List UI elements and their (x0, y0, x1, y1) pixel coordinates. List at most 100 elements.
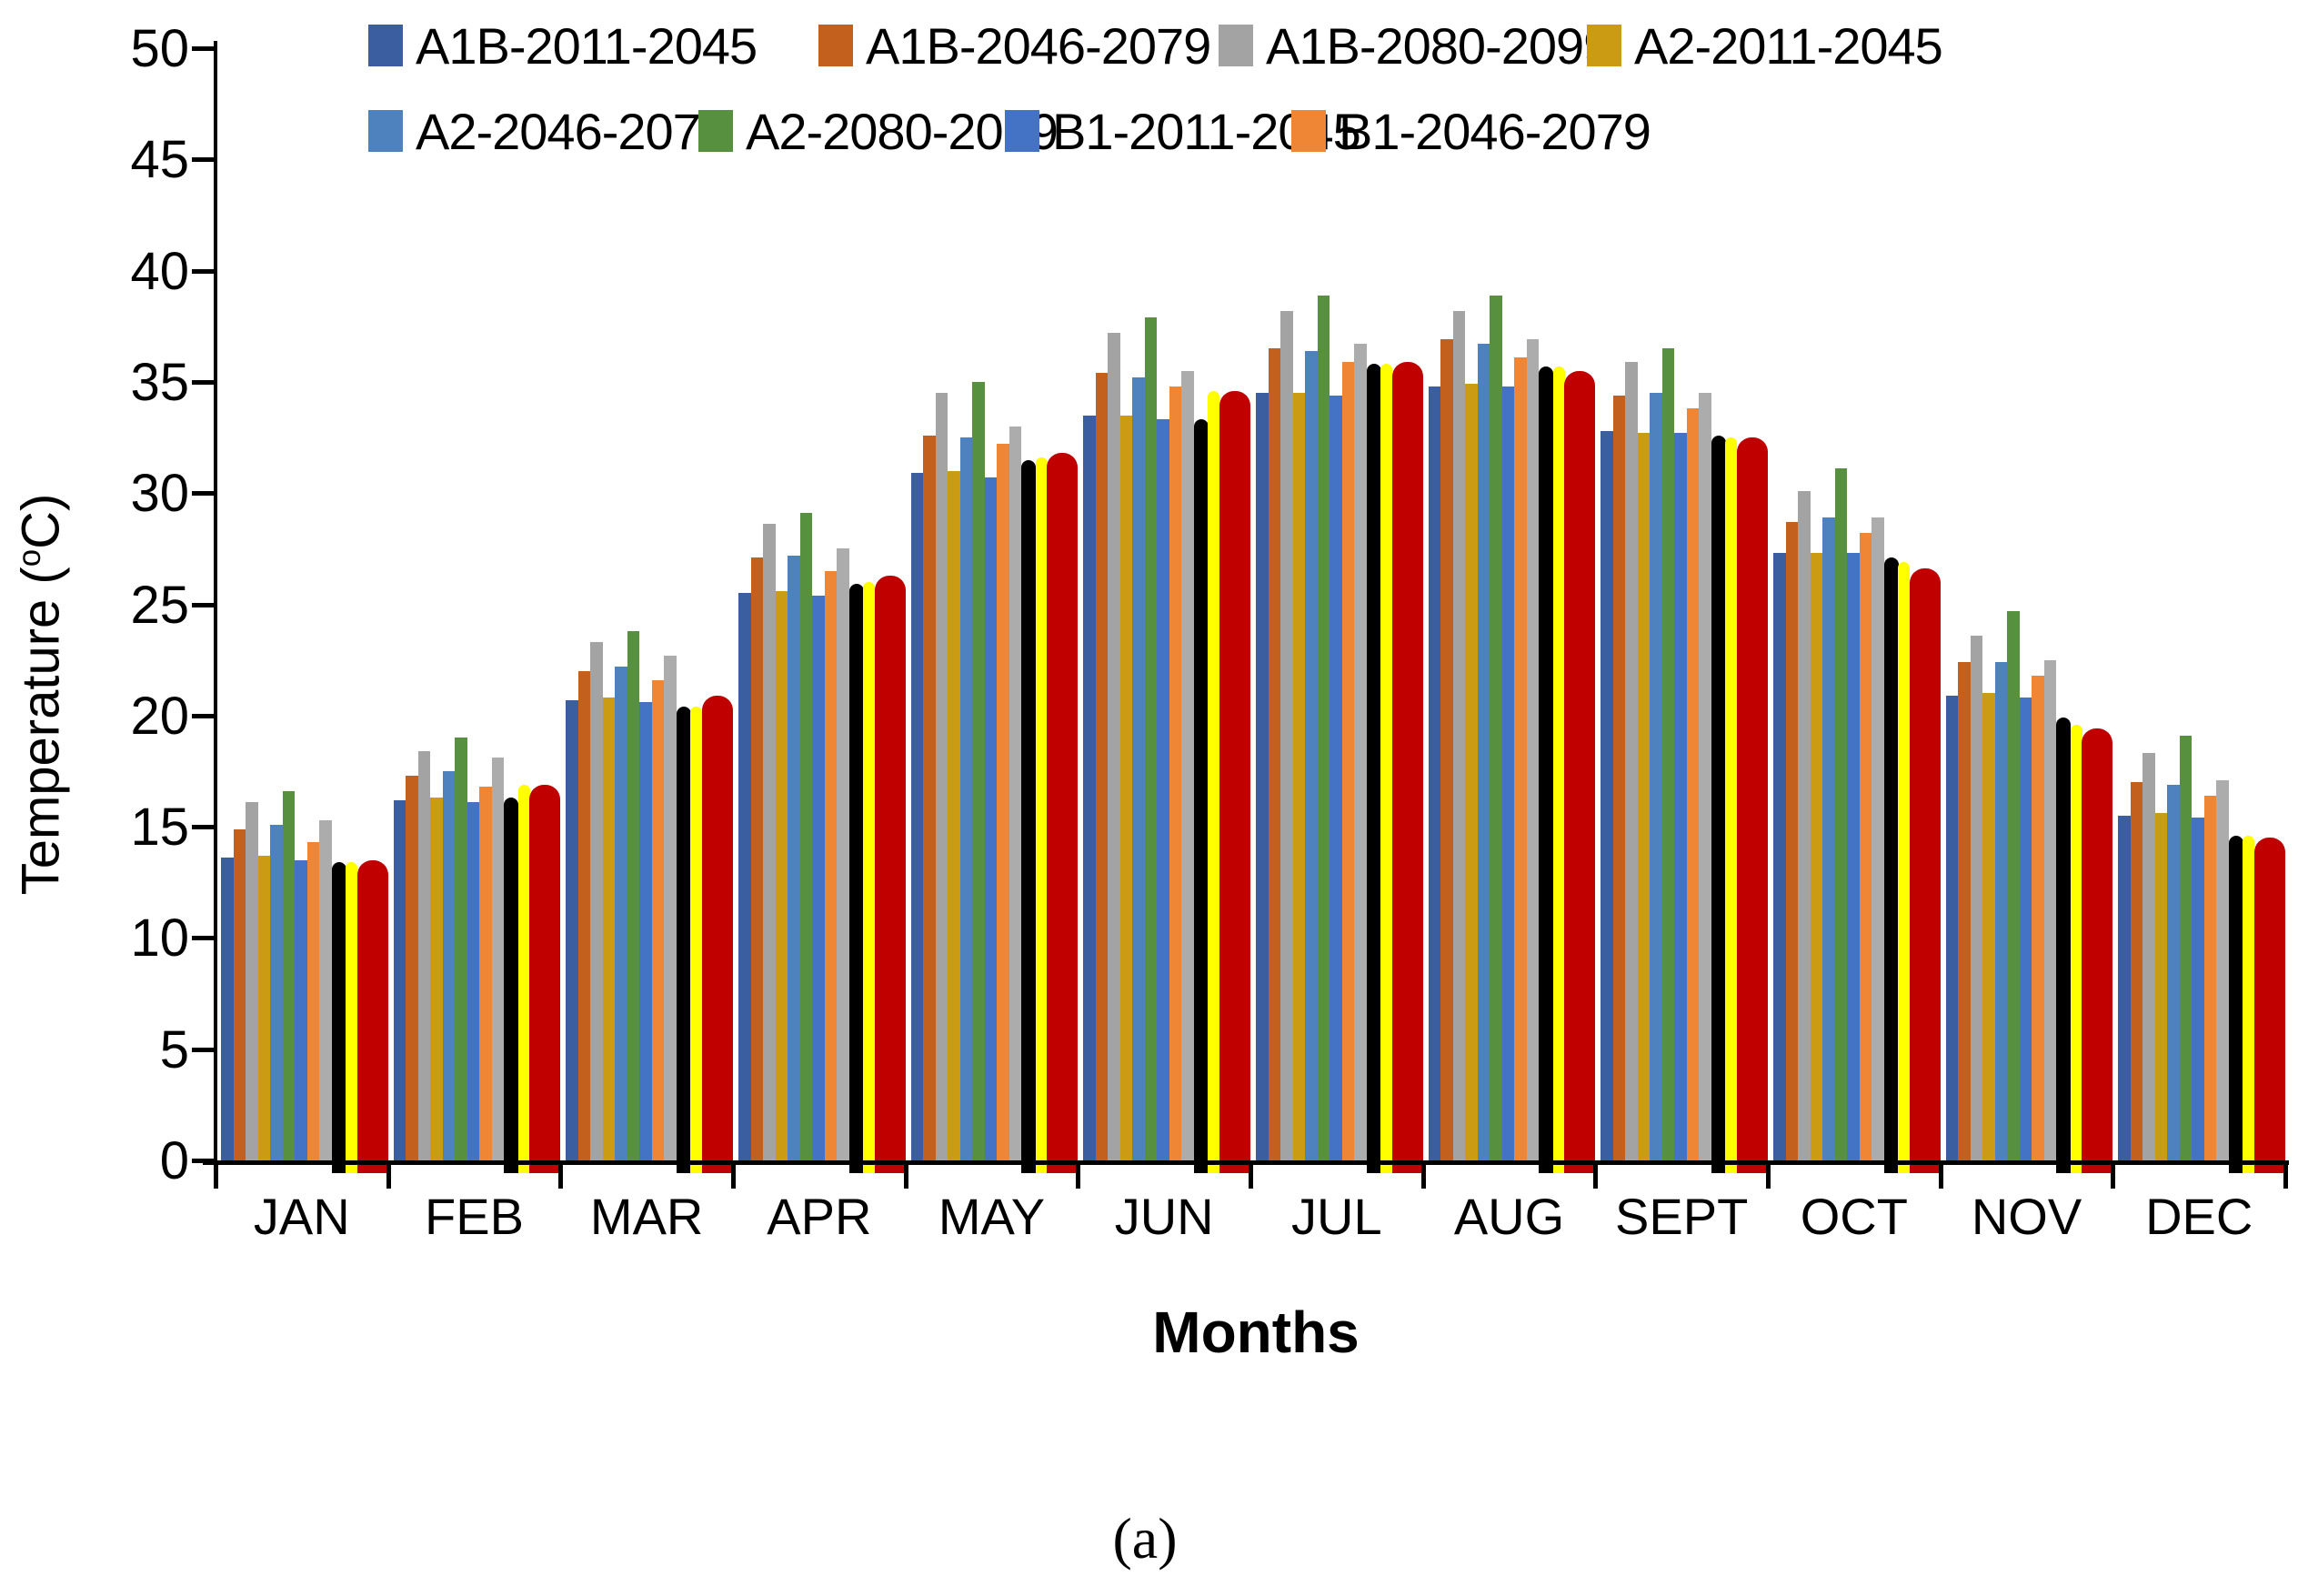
bar-a2-2046-2079-mar (615, 667, 627, 1160)
legend-swatch-a1b-2046-2079 (818, 25, 853, 66)
bar-a2-2046-2079-oct (1822, 517, 1835, 1160)
bar-b1-2011-2045-may (984, 477, 998, 1160)
bar-unlabeled-yellow-sept (1725, 437, 1738, 1173)
bar-unlabeled-red-aug (1564, 371, 1596, 1173)
bar-unlabeled-gray-jul (1354, 344, 1367, 1160)
bar-a2-2011-2045-dec (2154, 813, 2168, 1160)
month-label-may: MAY (938, 1188, 1046, 1245)
legend-swatch-a2-2080-2099 (698, 110, 733, 152)
bar-unlabeled-gray-oct (1872, 517, 1884, 1160)
bar-unlabeled-yellow-nov (2070, 725, 2082, 1173)
bar-unlabeled-gray-may (1009, 427, 1022, 1160)
bar-a2-2011-2045-jul (1292, 393, 1306, 1160)
legend-item-a2-2080-2099: A2-2080-2099 (698, 102, 1059, 160)
x-tick (2111, 1165, 2116, 1189)
bar-a2-2046-2079-dec (2167, 785, 2180, 1160)
y-tick-label: 35 (130, 352, 189, 412)
legend-swatch-a1b-2080-2099 (1219, 25, 1253, 66)
y-tick (192, 936, 216, 941)
bar-a1b-2011-2045-aug (1428, 386, 1441, 1160)
bar-unlabeled-black-aug (1539, 366, 1554, 1173)
bar-unlabeled-yellow-oct (1898, 562, 1911, 1173)
legend-label: B1-2046-2079 (1339, 102, 1651, 160)
x-tick (1076, 1165, 1081, 1189)
y-tick-label: 45 (130, 130, 189, 190)
bar-b1-2046-2079-oct (1859, 533, 1872, 1160)
bar-unlabeled-yellow-aug (1552, 366, 1565, 1173)
bar-a2-2080-2099-jan (282, 791, 295, 1160)
bar-a2-2046-2079-nov (1994, 662, 2008, 1160)
bar-a1b-2046-2079-nov (1958, 662, 1971, 1160)
bar-b1-2046-2079-apr (824, 571, 837, 1160)
y-tick (192, 825, 216, 830)
bar-a1b-2080-2099-mar (590, 642, 603, 1160)
bar-unlabeled-gray-mar (664, 656, 677, 1160)
bar-a1b-2080-2099-jan (246, 802, 258, 1160)
bar-unlabeled-black-dec (2228, 836, 2243, 1173)
x-tick (903, 1165, 908, 1189)
bar-unlabeled-red-nov (2082, 728, 2113, 1173)
legend-swatch-a2-2011-2045 (1587, 25, 1621, 66)
legend-item-a1b-2046-2079: A1B-2046-2079 (818, 16, 1211, 75)
bar-a1b-2011-2045-jun (1083, 416, 1096, 1160)
bar-unlabeled-black-jan (331, 862, 346, 1173)
bar-unlabeled-yellow-dec (2243, 836, 2255, 1173)
bar-unlabeled-gray-jan (319, 820, 332, 1160)
bar-a2-2046-2079-jan (270, 825, 283, 1160)
bar-a1b-2080-2099-dec (2142, 753, 2155, 1160)
bar-unlabeled-gray-dec (2216, 780, 2229, 1160)
bar-b1-2011-2045-dec (2192, 818, 2204, 1160)
bar-a2-2046-2079-may (959, 437, 973, 1160)
bar-a1b-2080-2099-nov (1970, 636, 1983, 1160)
bar-a2-2011-2045-mar (602, 698, 616, 1160)
month-label-mar: MAR (589, 1188, 704, 1245)
month-label-dec: DEC (2145, 1188, 2253, 1245)
bar-b1-2011-2045-sept (1674, 433, 1687, 1160)
bar-a1b-2011-2045-dec (2118, 816, 2131, 1160)
legend-item-a1b-2080-2099: A1B-2080-2099 (1219, 16, 1611, 75)
bar-unlabeled-gray-nov (2043, 660, 2057, 1160)
bar-unlabeled-red-jan (356, 860, 388, 1173)
legend-swatch-b1-2011-2045 (1005, 110, 1039, 152)
bar-unlabeled-red-may (1047, 453, 1079, 1173)
legend-label: A1B-2080-2099 (1266, 16, 1611, 75)
bar-a1b-2080-2099-aug (1452, 311, 1466, 1160)
legend-item-b1-2046-2079: B1-2046-2079 (1291, 102, 1651, 160)
bar-a2-2011-2045-aug (1465, 384, 1478, 1160)
y-tick (192, 1159, 216, 1163)
y-tick-label: 15 (130, 798, 189, 858)
y-tick (192, 602, 216, 607)
bar-unlabeled-black-nov (2056, 718, 2072, 1173)
bar-unlabeled-yellow-may (1035, 457, 1048, 1173)
bar-unlabeled-yellow-jun (1208, 391, 1220, 1173)
y-tick-label: 20 (130, 686, 189, 746)
bar-unlabeled-black-may (1021, 460, 1037, 1173)
bar-b1-2046-2079-jan (306, 842, 319, 1160)
bar-b1-2046-2079-aug (1514, 357, 1527, 1160)
legend-label: A2-2046-2079 (416, 102, 728, 160)
bar-a1b-2046-2079-dec (2130, 782, 2143, 1160)
bar-unlabeled-red-apr (874, 576, 906, 1173)
legend-swatch-a1b-2011-2045 (368, 25, 403, 66)
bar-b1-2046-2079-dec (2203, 796, 2217, 1160)
month-label-feb: FEB (425, 1188, 524, 1245)
bar-a2-2080-2099-sept (1661, 348, 1675, 1160)
bar-a2-2080-2099-oct (1834, 468, 1848, 1160)
bar-b1-2011-2045-aug (1501, 386, 1515, 1160)
month-label-nov: NOV (1971, 1188, 2082, 1245)
bar-unlabeled-black-sept (1711, 436, 1726, 1173)
bar-a1b-2046-2079-jan (233, 829, 246, 1160)
bar-unlabeled-red-feb (529, 785, 561, 1173)
bar-a2-2046-2079-sept (1650, 393, 1662, 1160)
bar-a2-2011-2045-apr (775, 591, 788, 1160)
x-tick (1420, 1165, 1426, 1189)
x-tick (1593, 1165, 1599, 1189)
x-axis-baseline (203, 1160, 2290, 1165)
x-tick (1249, 1165, 1254, 1189)
bar-b1-2011-2045-jul (1330, 396, 1342, 1160)
y-tick-label: 5 (159, 1019, 189, 1079)
bar-b1-2046-2079-jul (1341, 362, 1355, 1160)
bar-a2-2011-2045-jan (257, 856, 270, 1160)
bar-b1-2046-2079-mar (651, 680, 665, 1160)
month-label-jan: JAN (253, 1188, 350, 1245)
